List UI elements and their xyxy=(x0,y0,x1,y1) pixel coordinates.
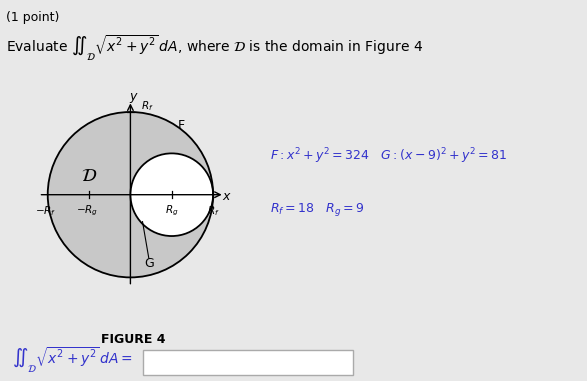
Text: $R_f = 18 \quad R_g = 9$: $R_f = 18 \quad R_g = 9$ xyxy=(270,201,365,218)
FancyBboxPatch shape xyxy=(143,350,353,375)
Text: $x$: $x$ xyxy=(222,190,232,203)
Text: $y$: $y$ xyxy=(129,91,139,105)
Text: $-R_f$: $-R_f$ xyxy=(35,204,56,218)
Text: $R_g$: $R_g$ xyxy=(165,203,178,218)
Text: $-R_g$: $-R_g$ xyxy=(76,203,98,218)
Text: $R_f$: $R_f$ xyxy=(140,99,153,114)
Text: G: G xyxy=(144,257,154,270)
Circle shape xyxy=(48,112,213,277)
Text: $\mathcal{D}$: $\mathcal{D}$ xyxy=(81,167,97,185)
Text: $\iint_{\mathcal{D}} \sqrt{x^2 + y^2}\, dA =$: $\iint_{\mathcal{D}} \sqrt{x^2 + y^2}\, … xyxy=(12,346,133,375)
Text: Evaluate $\iint_{\mathcal{D}} \sqrt{x^2 + y^2}\, dA$, where $\mathcal{D}$ is the: Evaluate $\iint_{\mathcal{D}} \sqrt{x^2 … xyxy=(6,34,423,63)
Text: FIGURE 4: FIGURE 4 xyxy=(102,333,166,346)
Circle shape xyxy=(130,154,213,236)
Text: $F: x^2 + y^2 = 324 \quad G: (x-9)^2 + y^2 = 81$: $F: x^2 + y^2 = 324 \quad G: (x-9)^2 + y… xyxy=(270,146,507,166)
Text: F: F xyxy=(177,119,184,132)
Text: $R_f$: $R_f$ xyxy=(207,204,220,218)
Text: (1 point): (1 point) xyxy=(6,11,59,24)
